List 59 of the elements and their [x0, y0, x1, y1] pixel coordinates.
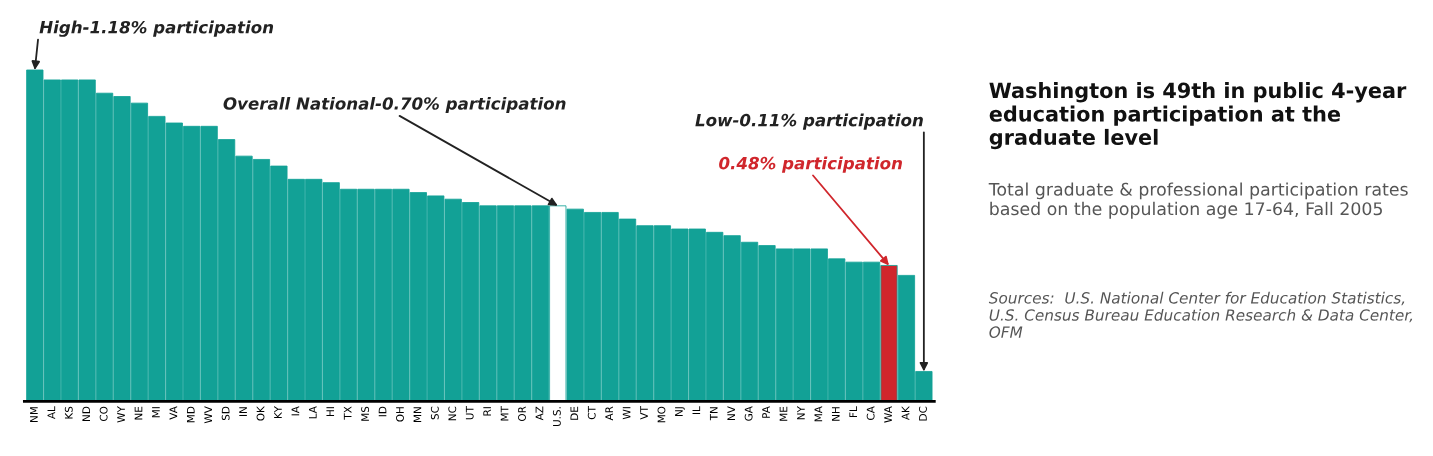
x-tick-label: WI	[622, 407, 631, 420]
annotation: Low-0.11% participation	[695, 113, 923, 130]
x-tick-label: MN	[413, 407, 422, 422]
x-tick-label: SD	[221, 406, 230, 421]
x-tick-label: AL	[47, 406, 56, 419]
x-tick-label: CO	[99, 406, 108, 422]
text: Washington is 49th in public 4-year education participation at the graduate level	[989, 82, 1407, 150]
x-tick-label: OR	[518, 406, 526, 421]
x-tick-label: WY	[117, 406, 125, 423]
x-tick-label: AR	[605, 406, 613, 421]
x-tick-label: WA	[884, 406, 892, 423]
source-note: Sources: U.S. National Center for Education Statistics, U.S. Census Bureau Education Research & Data Center, OFM	[988, 291, 1413, 338]
annotation: High-1.18% participation	[39, 20, 274, 37]
x-tick-label: AZ	[535, 406, 544, 421]
x-tick-label: NE	[134, 406, 143, 420]
x-tick-label: MS	[361, 406, 370, 421]
x-tick-label: NM	[30, 407, 38, 422]
x-tick-label: IN	[239, 407, 247, 416]
x-tick-label: TX	[343, 406, 352, 420]
x-tick-label: GA	[744, 406, 753, 421]
x-tick-label: OH	[396, 407, 404, 422]
x-tick-label: IA	[291, 406, 300, 416]
x-tick-label: NH	[831, 407, 840, 421]
x-tick-label: UT	[465, 406, 474, 420]
x-tick-label: IL	[692, 406, 701, 414]
x-tick-label: FL	[849, 406, 857, 417]
x-tick-label: PA	[762, 406, 770, 418]
x-tick-label: HI	[326, 407, 335, 417]
annotation: 0.48% participation	[719, 156, 902, 173]
x-tick-label: NY	[797, 406, 805, 420]
x-tick-label: MA	[814, 406, 823, 422]
x-tick-label: RI	[483, 407, 491, 416]
x-tick-label: CT	[587, 406, 596, 420]
x-tick-label: OK	[256, 405, 265, 421]
x-tick-label: MD	[186, 406, 195, 423]
x-tick-label: ME	[779, 406, 788, 421]
annotation: Overall National-0.70% participation	[223, 96, 566, 114]
x-tick-label: DE	[570, 406, 579, 420]
x-tick-label: SC	[430, 406, 439, 420]
x-tick-label: KS	[64, 406, 73, 419]
text: Total graduate & professional participation rates based on the population age 17-64, Fall 2005	[988, 182, 1408, 219]
x-tick-label: MI	[152, 407, 160, 418]
x-tick-label: LA	[309, 406, 317, 419]
x-tick-label: KY	[274, 406, 282, 418]
x-tick-label: NJ	[675, 407, 685, 416]
x-tick-label: ND	[82, 406, 90, 421]
x-tick-label: MT	[500, 406, 509, 421]
x-tick-label: MO	[657, 406, 666, 423]
x-tick-label: TN	[709, 407, 718, 421]
x-tick-label: DC	[919, 406, 927, 421]
x-tick-label: U.S.	[552, 407, 561, 427]
x-tick-label: NC	[448, 406, 457, 421]
x-tick-label: WV	[204, 406, 213, 424]
x-tick-label: ID	[378, 406, 387, 417]
x-tick-label: CA	[866, 406, 875, 420]
x-tick-label: NV	[727, 406, 735, 421]
x-tick-label: VT	[640, 406, 648, 420]
x-tick-label: VA	[169, 406, 178, 420]
x-tick-label: AK	[901, 405, 910, 421]
